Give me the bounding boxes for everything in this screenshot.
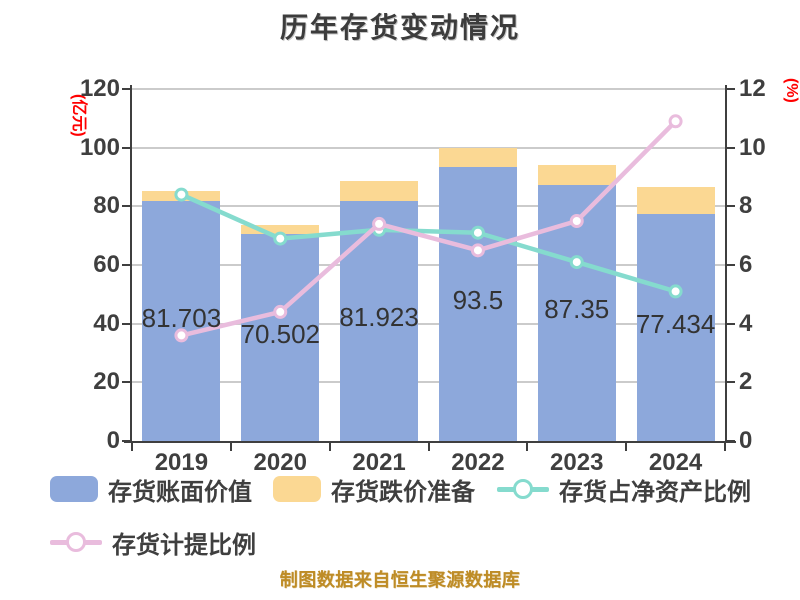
x-axis-tick xyxy=(229,443,232,451)
bar-value-label-2019: 81.703 xyxy=(141,302,222,333)
right-axis-tick-label: 8 xyxy=(739,192,753,220)
right-axis-tick xyxy=(727,440,735,442)
right-axis-tick-label: 4 xyxy=(739,309,753,337)
gridline xyxy=(132,381,725,384)
left-axis-line xyxy=(130,85,132,443)
left-axis-tick xyxy=(122,205,130,208)
x-axis-tick xyxy=(526,443,529,451)
right-axis-tick-label: 0 xyxy=(739,427,753,454)
left-axis-tick-label: 20 xyxy=(93,368,120,396)
x-axis-tick xyxy=(328,443,331,451)
right-axis-tick xyxy=(727,264,735,266)
pink-line-marker-icon xyxy=(50,532,102,552)
bar-provision-2020 xyxy=(241,225,320,235)
right-axis-tick xyxy=(727,146,735,149)
gridline xyxy=(132,146,725,149)
x-axis-tick xyxy=(131,443,133,451)
left-axis-tick-label: 40 xyxy=(93,309,120,337)
bar-provision-2021 xyxy=(340,181,419,201)
bar-value-label-2023: 87.35 xyxy=(544,294,610,325)
right-axis-tick-label: 6 xyxy=(739,251,753,278)
left-axis-tick-label: 100 xyxy=(79,133,120,161)
legend-item-provision[interactable]: 存货跌价准备 xyxy=(273,476,475,506)
legend-label: 存货跌价准备 xyxy=(331,478,475,506)
left-axis-tick-label: 120 xyxy=(79,75,120,102)
gridline xyxy=(132,88,725,90)
left-axis-tick-label: 60 xyxy=(93,251,120,278)
legend-item-net-asset-ratio[interactable]: 存货占净资产比例 xyxy=(497,476,751,506)
left-axis-tick-label: 0 xyxy=(106,427,120,454)
right-axis-tick xyxy=(727,205,735,208)
left-axis-tick xyxy=(122,146,130,149)
legend-item-book-value[interactable]: 存货账面价值 xyxy=(50,476,252,506)
x-axis-tick xyxy=(724,443,726,451)
bottom-axis-line xyxy=(124,441,736,443)
teal-line-marker-icon xyxy=(497,479,549,499)
right-axis-tick xyxy=(727,381,735,384)
x-axis-label-2019: 2019 xyxy=(154,449,209,476)
blue-bar-swatch-icon xyxy=(50,476,98,502)
x-axis-tick xyxy=(427,443,430,451)
right-axis-tick-label: 10 xyxy=(739,133,766,161)
legend-label: 存货占净资产比例 xyxy=(559,478,751,506)
chart-title: 历年存货变动情况 xyxy=(279,12,520,43)
legend-item-provision-ratio[interactable]: 存货计提比例 xyxy=(50,529,256,559)
bar-value-label-2024: 77.434 xyxy=(635,309,716,340)
bar-value-label-2021: 81.923 xyxy=(339,302,419,333)
x-axis-label-2023: 2023 xyxy=(550,449,604,476)
right-axis-tick-label: 12 xyxy=(739,75,766,102)
orange-bar-swatch-icon xyxy=(273,476,321,502)
x-axis-label-2021: 2021 xyxy=(352,449,406,476)
legend-label: 存货账面价值 xyxy=(108,478,252,506)
left-axis-tick xyxy=(122,264,130,266)
right-axis-tick xyxy=(727,322,735,325)
data-point-存货计提比例-2024 xyxy=(668,114,683,129)
bar-provision-2022 xyxy=(438,147,517,167)
left-axis-tick xyxy=(122,322,130,325)
bar-value-label-2020: 70.502 xyxy=(240,319,321,350)
data-source-note: 制图数据来自恒生聚源数据库 xyxy=(279,570,521,590)
bar-provision-2019 xyxy=(142,191,221,202)
left-axis-tick xyxy=(122,88,130,90)
left-axis-tick-label: 80 xyxy=(93,192,120,220)
x-axis-label-2020: 2020 xyxy=(253,449,307,476)
legend-label: 存货计提比例 xyxy=(112,531,256,559)
x-axis-tick xyxy=(625,443,628,451)
bar-provision-2024 xyxy=(636,186,715,214)
bar-provision-2023 xyxy=(537,164,616,185)
left-axis-tick xyxy=(122,440,130,442)
left-axis-tick xyxy=(122,381,130,384)
x-axis-label-2024: 2024 xyxy=(648,449,703,476)
right-axis-line xyxy=(725,85,727,443)
x-axis-label-2022: 2022 xyxy=(451,449,505,476)
right-axis-tick-label: 2 xyxy=(739,368,753,396)
right-axis-tick xyxy=(727,88,735,90)
bar-value-label-2022: 93.5 xyxy=(452,284,504,315)
